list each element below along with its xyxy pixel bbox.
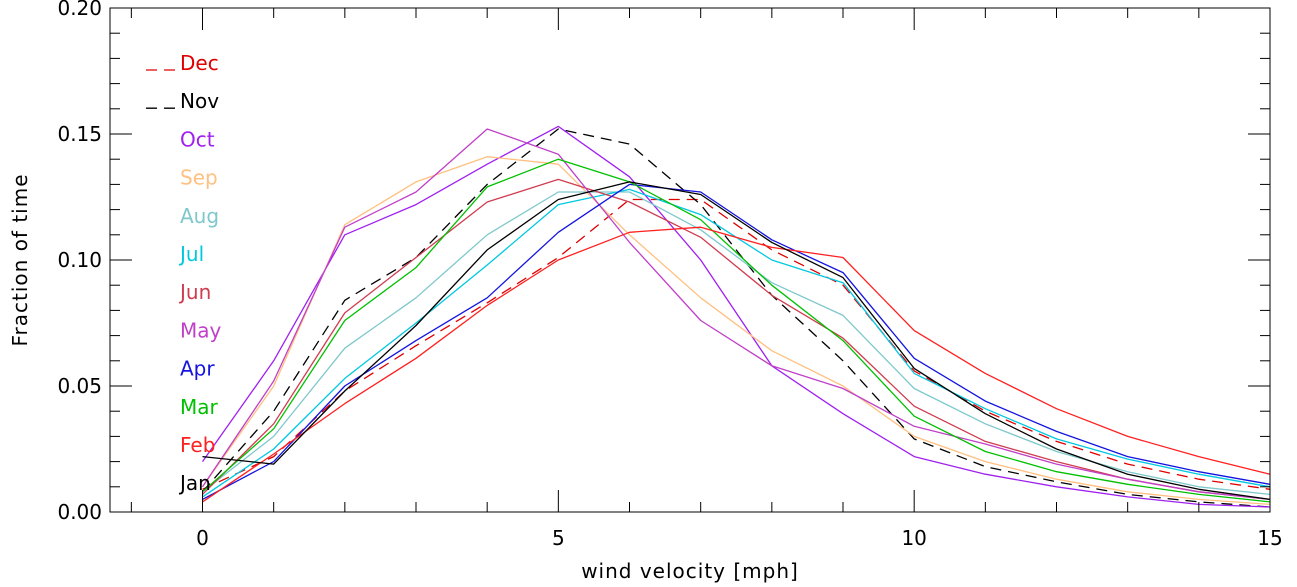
- legend-label-jan: Jan: [178, 471, 211, 495]
- series-line-oct: [201, 125, 1271, 508]
- series-line-nov: [202, 128, 1271, 508]
- series-layer: [201, 125, 1271, 508]
- legend-label-nov: Nov: [180, 89, 219, 113]
- legend: Dec Nov Oct Sep Aug Jul Jun May Apr Mar Feb Jan: [146, 51, 222, 495]
- series-line-jan: [202, 181, 1271, 501]
- legend-label-jul: Jul: [178, 242, 204, 266]
- legend-label-oct: Oct: [180, 127, 215, 151]
- legend-label-dec: Dec: [180, 51, 219, 75]
- axis-tick-labels: 0 5 10 15 0.00 0.05 0.10 0.15 0.20: [57, 0, 1282, 550]
- x-tick-label: 15: [1257, 526, 1282, 550]
- series-line-sep: [201, 156, 1271, 506]
- legend-label-sep: Sep: [180, 166, 218, 190]
- legend-label-feb: Feb: [180, 433, 215, 457]
- y-tick-label: 0.00: [57, 500, 102, 524]
- series-line-mar: [202, 158, 1271, 503]
- series-line-apr: [202, 183, 1271, 500]
- x-tick-label: 5: [552, 526, 565, 550]
- legend-label-aug: Aug: [180, 204, 219, 228]
- series-line-dec: [202, 198, 1271, 490]
- series-line-jun: [202, 178, 1271, 501]
- legend-label-apr: Apr: [180, 357, 215, 381]
- legend-label-jun: Jun: [178, 280, 211, 304]
- y-tick-label: 0.10: [57, 248, 102, 272]
- x-axis-title: wind velocity [mph]: [581, 559, 799, 583]
- y-axis-title: Fraction of time: [8, 173, 32, 346]
- axis-ticks: [110, 7, 1271, 513]
- x-tick-label: 10: [901, 526, 926, 550]
- legend-label-may: May: [180, 318, 222, 342]
- y-tick-label: 0.05: [57, 374, 102, 398]
- y-tick-label: 0.15: [57, 122, 102, 146]
- series-line-feb: [202, 226, 1271, 503]
- y-tick-label: 0.20: [57, 0, 102, 20]
- x-tick-label: 0: [196, 526, 209, 550]
- series-line-may: [201, 128, 1271, 501]
- legend-label-mar: Mar: [180, 395, 219, 419]
